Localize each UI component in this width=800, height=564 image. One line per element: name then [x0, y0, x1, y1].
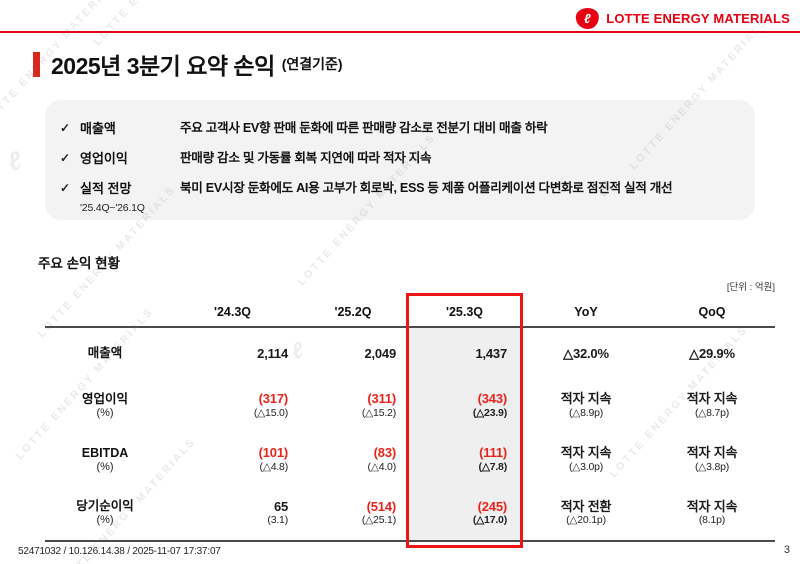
table-row: 매출액 2,114 2,049 1,437 △32.0% △29.9% — [45, 327, 775, 379]
row-label: 매출액 — [87, 346, 123, 360]
row-label: 영업이익 (%) — [81, 391, 128, 419]
table-cell: (317) (△15.0) — [253, 391, 288, 419]
section-title: 주요 손익 현황 — [38, 256, 121, 271]
column-header: '25.3Q — [406, 297, 523, 328]
summary-label: 영업이익 — [80, 151, 128, 166]
summary-item-outlook: ✓ 실적 전망 '25.4Q~'26.1Q 북미 EV시장 둔화에도 AI용 고… — [60, 180, 737, 214]
table-cell: 적자 지속 (△8.7p) — [686, 391, 738, 419]
title-suffix: (연결기준) — [281, 56, 343, 72]
header-divider — [0, 31, 800, 33]
row-label: EBITDA (%) — [81, 445, 129, 473]
table-cell: △32.0% — [563, 345, 609, 361]
table-cell: 2,049 — [364, 345, 396, 361]
table-cell: (111) (△7.8) — [406, 433, 523, 487]
watermark-logo-glyph: ℓ — [3, 144, 26, 178]
lotte-logo-icon: ℓ — [574, 6, 601, 31]
table-cell: 적자 지속 (△3.0p) — [560, 445, 612, 473]
column-header: YoY — [523, 297, 649, 328]
column-header: QoQ — [649, 297, 775, 328]
table-cell: (245) (△17.0) — [406, 487, 523, 542]
table-cell: 2,114 — [257, 345, 288, 361]
summary-sublabel: '25.4Q~'26.1Q — [80, 202, 145, 214]
table-row: EBITDA (%) (101) (△4.8) (83) (△4.0) (111) (△7.8… — [45, 433, 775, 487]
summary-label: 매출액 — [80, 121, 116, 136]
summary-box: ✓ 매출액 주요 고객사 EV향 판매 둔화에 따른 판매량 감소로 전분기 대… — [45, 100, 755, 220]
brand-logo: ℓ LOTTE ENERGY MATERIALS — [574, 6, 790, 31]
watermark-text: LOTTE ENERGY MATERIALS — [92, 0, 235, 48]
summary-desc: 북미 EV시장 둔화에도 AI용 고부가 회로박, ESS 등 제품 어플리케이… — [180, 181, 673, 195]
table-cell: 적자 지속 (8.1p) — [649, 487, 775, 542]
table-row: 영업이익 (%) (317) (△15.0) (311) (△15.2) (343) (△23… — [45, 379, 775, 433]
financial-table: '24.3Q '25.2Q '25.3Q YoY QoQ 매출액 2,114 2,049 1,… — [45, 297, 775, 542]
table-cell: (343) (△23.9) — [406, 379, 523, 433]
title-text: 2025년 3분기 요약 손익 — [51, 53, 275, 79]
logo-glyph: ℓ — [584, 11, 592, 26]
table-row: 당기순이익 (%) 65 (3.1) (514) (△25.1) (245) (△17.0) 적… — [45, 487, 775, 542]
unit-label: [단위 : 억원] — [726, 282, 775, 293]
row-label: 당기순이익 (%) — [45, 487, 165, 542]
table-cell: (514) (△25.1) — [300, 487, 406, 542]
table-cell: △29.9% — [689, 345, 735, 361]
title-accent-bar — [33, 51, 40, 77]
page-number: 3 — [783, 544, 790, 556]
summary-desc: 주요 고객사 EV향 판매 둔화에 따른 판매량 감소로 전분기 대비 매출 하… — [180, 121, 548, 135]
summary-label: 실적 전망 — [80, 181, 132, 196]
table-cell: (83) (△4.0) — [367, 445, 397, 473]
summary-desc: 판매량 감소 및 가동률 회복 지연에 따라 적자 지속 — [180, 151, 432, 165]
table-cell: (311) (△15.2) — [361, 391, 396, 419]
check-icon: ✓ — [60, 151, 71, 165]
column-header: '24.3Q — [165, 297, 300, 328]
column-header — [45, 297, 165, 328]
column-header: '25.2Q — [300, 297, 406, 328]
table-cell: (101) (△4.8) — [258, 445, 289, 473]
check-icon: ✓ — [60, 181, 71, 195]
summary-item-revenue: ✓ 매출액 주요 고객사 EV향 판매 둔화에 따른 판매량 감소로 전분기 대… — [60, 120, 737, 138]
check-icon: ✓ — [60, 121, 71, 135]
table-cell: 65 (3.1) — [165, 487, 300, 542]
footer-stamp: 52471032 / 10.126.14.38 / 2025-11-07 17:… — [18, 546, 221, 557]
table-cell: 적자 지속 (△3.8p) — [686, 445, 738, 473]
table-cell: 1,437 — [406, 327, 523, 379]
summary-item-operating-profit: ✓ 영업이익 판매량 감소 및 가동률 회복 지연에 따라 적자 지속 — [60, 150, 737, 168]
table-header: '24.3Q '25.2Q '25.3Q YoY QoQ — [45, 297, 775, 328]
page-title: 2025년 3분기 요약 손익 (연결기준) — [33, 47, 343, 81]
table-cell: 적자 지속 (△8.9p) — [560, 391, 612, 419]
logo-text: LOTTE ENERGY MATERIALS — [606, 11, 790, 26]
table-cell: 적자 전환 (△20.1p) — [523, 487, 649, 542]
